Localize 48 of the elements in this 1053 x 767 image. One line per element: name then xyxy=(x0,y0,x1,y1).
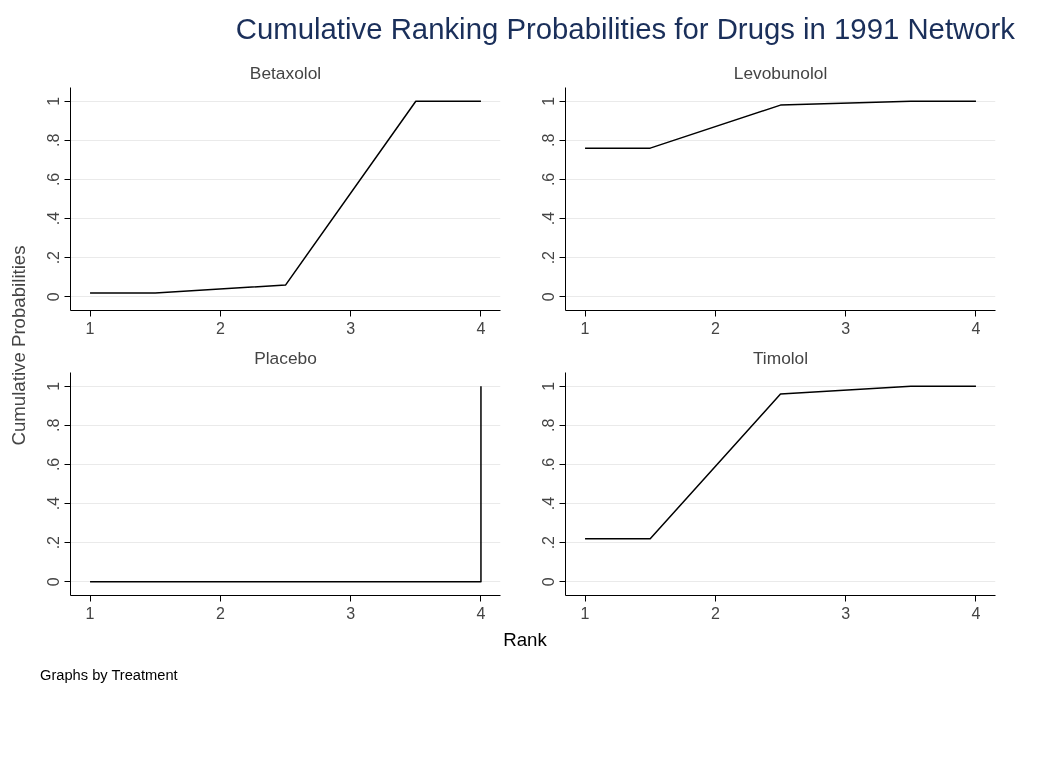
y-tick-label: .2 xyxy=(45,250,63,265)
x-tick-label: 4 xyxy=(971,604,981,622)
x-tick-label: 2 xyxy=(215,604,225,622)
x-tick-label: 4 xyxy=(476,319,486,337)
x-tick-label: 2 xyxy=(710,319,720,337)
y-tick-label: 0 xyxy=(540,292,558,302)
x-tick-label: 3 xyxy=(841,604,851,622)
text: Graphs by Treatment xyxy=(40,665,178,685)
chart-title: Betaxolol xyxy=(249,62,322,83)
y-tick-label: .8 xyxy=(45,418,63,432)
x-tick-label: 3 xyxy=(346,319,356,337)
x-tick-label: 2 xyxy=(215,319,225,337)
y-tick-label: .4 xyxy=(45,211,63,226)
y-tick-label: .6 xyxy=(540,172,558,186)
x-tick-label: 1 xyxy=(580,319,590,337)
y-tick-label: 0 xyxy=(45,577,63,587)
y-tick-label: .2 xyxy=(45,535,63,550)
y-tick-label: .4 xyxy=(540,211,558,226)
y-tick-label: .4 xyxy=(45,496,63,511)
y-axis-title: Cumulative Probabilities xyxy=(8,245,29,446)
y-tick-label: .6 xyxy=(45,457,63,471)
y-tick-label: .6 xyxy=(45,172,63,186)
x-tick-label: 1 xyxy=(580,604,590,622)
chart-title: Placebo xyxy=(254,347,317,368)
chart-title: Levobunolol xyxy=(733,62,828,83)
y-tick-label: 1 xyxy=(45,381,63,391)
y-tick-label: 1 xyxy=(540,96,558,106)
y-tick-label: 1 xyxy=(45,96,63,106)
x-tick-label: 1 xyxy=(85,319,95,337)
y-tick-label: .8 xyxy=(540,133,558,147)
y-tick-label: 1 xyxy=(540,381,558,391)
x-tick-label: 4 xyxy=(476,604,486,622)
y-tick-label: .2 xyxy=(540,250,558,265)
x-tick-label: 3 xyxy=(841,319,851,337)
y-tick-label: 0 xyxy=(45,292,63,302)
x-axis-title: Rank xyxy=(503,627,547,652)
y-tick-label: .4 xyxy=(540,496,558,511)
y-tick-label: .8 xyxy=(540,418,558,432)
x-tick-label: 3 xyxy=(346,604,356,622)
y-tick-label: .2 xyxy=(540,535,558,550)
x-tick-label: 2 xyxy=(710,604,720,622)
chart-title: Timolol xyxy=(752,347,809,368)
x-tick-label: 1 xyxy=(85,604,95,622)
y-tick-label: .8 xyxy=(45,133,63,147)
x-tick-label: 4 xyxy=(971,319,981,337)
y-tick-label: .6 xyxy=(540,457,558,471)
y-tick-label: 0 xyxy=(540,577,558,587)
text: Cumulative Ranking Probabilities for Drugs in 1991 Network xyxy=(235,11,1015,47)
